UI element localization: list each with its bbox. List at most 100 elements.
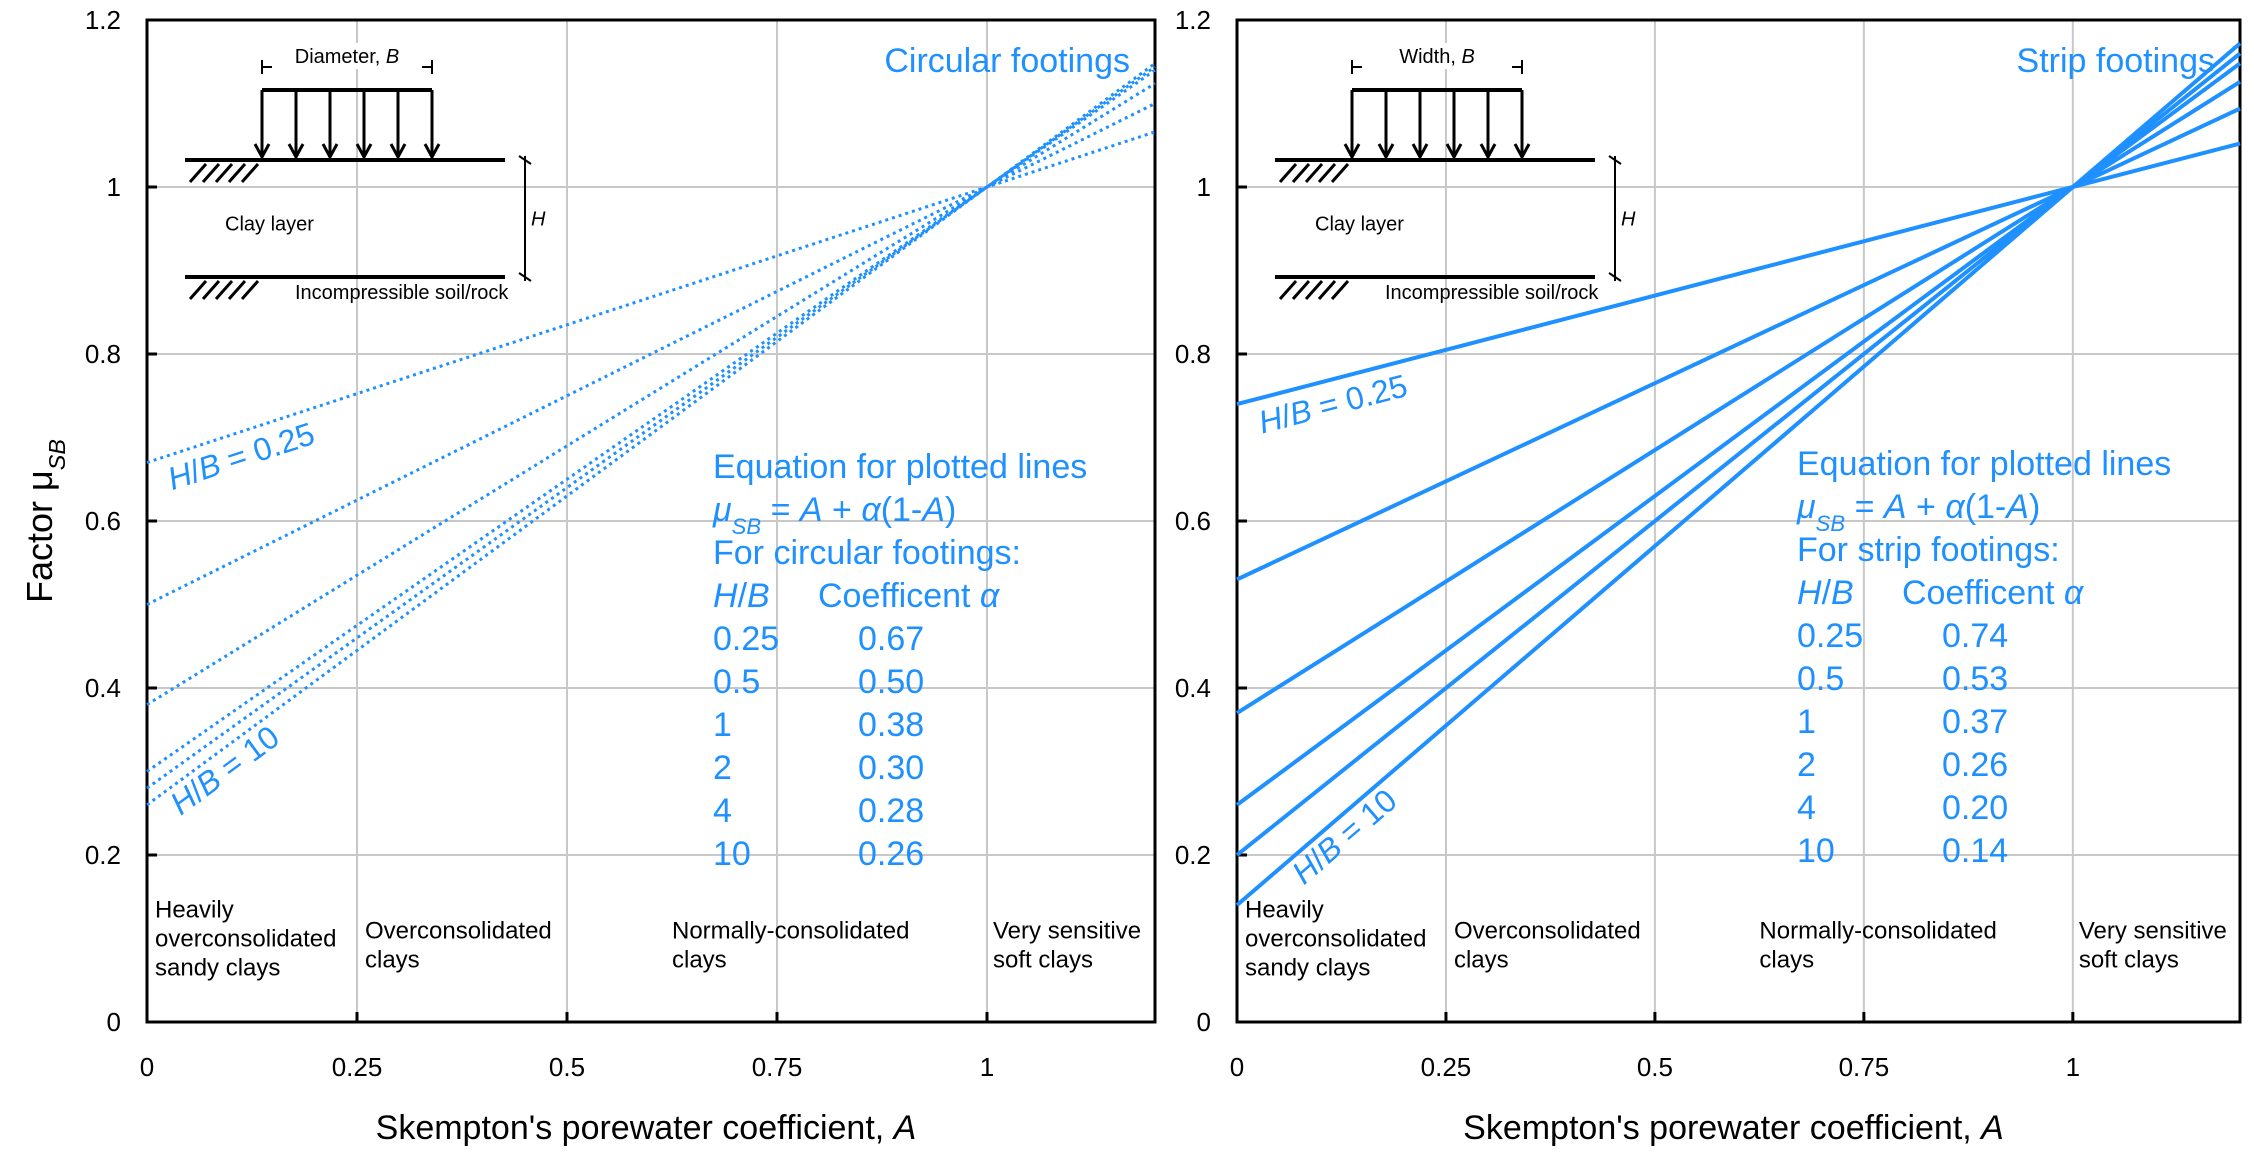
soil-hatch <box>227 163 247 183</box>
y-tick-label: 0.8 <box>85 339 121 369</box>
table-cell-alpha: 0.50 <box>858 663 924 701</box>
table-cell-hb: 0.5 <box>713 663 760 701</box>
table-cell-hb: 0.5 <box>1797 660 1844 698</box>
soil-hatch <box>1330 280 1350 300</box>
circular-footings-panel: 0 0.25 0.5 0.75 100.20.40.60.811.2Skempton's… <box>19 5 1157 1147</box>
x-tick-label: 0.75 <box>752 1052 803 1082</box>
dimension-label: Width, B <box>1399 46 1475 68</box>
y-tick-label: 0.6 <box>85 506 121 536</box>
soil-hatch <box>1304 163 1324 183</box>
table-cell-hb: 0.25 <box>713 620 779 658</box>
load-arrow-head <box>1343 143 1361 161</box>
table-cell-alpha: 0.30 <box>858 749 924 787</box>
load-arrow-head <box>321 143 339 161</box>
table-cell-alpha: 0.14 <box>1942 832 2008 870</box>
clay-category-label: Heavily overconsolidated sandy clays <box>155 897 336 982</box>
table-cell-alpha: 0.37 <box>1942 703 2008 741</box>
soil-hatch <box>227 280 247 300</box>
x-axis-label: Skempton's porewater coefficient, A <box>376 1109 917 1147</box>
series-line-hb-10 <box>146 62 1156 807</box>
series-line-hb-10 <box>1235 41 2242 907</box>
table-cell-alpha: 0.74 <box>1942 617 2008 655</box>
table-cell-alpha: 0.26 <box>1942 746 2008 784</box>
line-label-hb-10-group: H/B = 10 <box>1285 782 1404 891</box>
x-tick-label: 0.5 <box>1637 1052 1673 1082</box>
load-arrow-head <box>423 143 441 161</box>
dimension-label-bg <box>272 43 422 69</box>
load-arrow-head <box>1377 143 1395 161</box>
dimension-label-bg <box>1362 43 1512 69</box>
soil-hatch <box>1291 163 1311 183</box>
table-cell-hb: 10 <box>713 835 751 873</box>
soil-hatch <box>1291 280 1311 300</box>
table-cell-alpha: 0.20 <box>1942 789 2008 827</box>
table-cell-hb: 4 <box>713 792 732 830</box>
soil-hatch <box>201 280 221 300</box>
depth-dimension-tick <box>518 155 532 165</box>
y-axis-label: Factor μSB <box>19 439 70 603</box>
load-arrow-head <box>355 143 373 161</box>
soil-hatch <box>1317 163 1337 183</box>
load-arrow-head <box>287 143 305 161</box>
x-tick-label: 1 <box>980 1052 994 1082</box>
table-cell-alpha: 0.38 <box>858 706 924 744</box>
clay-category-label: Very sensitive soft clays <box>2079 918 2227 974</box>
x-tick-label: 1 <box>2066 1052 2080 1082</box>
line-label-hb-0-25-group: H/B = 0.25 <box>163 415 319 497</box>
depth-label: H <box>1621 209 1636 231</box>
y-axis-label-group: Factor μSB <box>19 439 70 603</box>
soil-hatch <box>1330 163 1350 183</box>
panel-title: Strip footings <box>2017 42 2215 80</box>
soil-hatch <box>188 163 208 183</box>
incompressible-layer-label: Incompressible soil/rock <box>1385 282 1599 304</box>
y-tick-label: 1 <box>107 172 121 202</box>
x-tick-label: 0.5 <box>549 1052 585 1082</box>
y-tick-label: 0.6 <box>1175 506 1211 536</box>
table-cell-hb: 1 <box>713 706 732 744</box>
line-label-hb-0-25: H/B = 0.25 <box>163 415 319 497</box>
y-tick-label: 0.8 <box>1175 339 1211 369</box>
load-arrow-head <box>1445 143 1463 161</box>
soil-hatch <box>240 280 260 300</box>
y-tick-label: 0.2 <box>85 840 121 870</box>
soil-hatch <box>188 280 208 300</box>
footing-diagram: Width, B H Clay layer Incompressible soil/r… <box>1275 43 1636 304</box>
load-arrow-head <box>1479 143 1497 161</box>
y-tick-label: 1.2 <box>1175 5 1211 35</box>
series-line-hb-0-5 <box>1236 106 2241 582</box>
strip-footings-panel: 0 0.25 0.5 0.75 100.20.40.60.811.2Skempton's… <box>1175 5 2242 1147</box>
table-cell-alpha: 0.26 <box>858 835 924 873</box>
table-cell-alpha: 0.67 <box>858 620 924 658</box>
footing-diagram: Diameter, B H Clay layer Incompressible soi… <box>185 43 546 304</box>
x-axis-label: Skempton's porewater coefficient, A <box>1463 1109 2004 1147</box>
clay-category-label: Overconsolidated clays <box>365 918 552 974</box>
load-arrow-head <box>1411 143 1429 161</box>
soil-hatch <box>1278 163 1298 183</box>
table-cell-hb: 2 <box>1797 746 1816 784</box>
equation-title: Equation for plotted lines <box>1797 445 2171 483</box>
x-tick-label: 0 <box>1230 1052 1244 1082</box>
table-header-alpha: Coefficent α <box>818 577 1001 615</box>
y-tick-label: 0 <box>1197 1007 1211 1037</box>
depth-label: H <box>531 209 546 231</box>
table-header-alpha: Coefficent α <box>1902 574 2085 612</box>
table-cell-hb: 10 <box>1797 832 1835 870</box>
y-tick-label: 0.4 <box>85 673 121 703</box>
line-label-hb-10: H/B = 10 <box>1285 782 1404 891</box>
soil-hatch <box>240 163 260 183</box>
series-line-hb-2 <box>146 68 1156 773</box>
table-cell-alpha: 0.53 <box>1942 660 2008 698</box>
soil-hatch <box>214 163 234 183</box>
x-tick-label: 0 <box>140 1052 154 1082</box>
equation-subtitle: For strip footings: <box>1797 531 2060 569</box>
table-cell-hb: 1 <box>1797 703 1816 741</box>
table-cell-hb: 0.25 <box>1797 617 1863 655</box>
equation-formula: μSB = A + α(1-A) <box>1796 488 2040 536</box>
series-line-hb-1 <box>146 82 1156 706</box>
x-tick-label: 0.75 <box>1839 1052 1890 1082</box>
y-tick-label: 0.2 <box>1175 840 1211 870</box>
clay-category-label: Normally-consolidated clays <box>1759 918 1996 974</box>
load-arrow-head <box>253 143 271 161</box>
y-tick-label: 0.4 <box>1175 673 1211 703</box>
